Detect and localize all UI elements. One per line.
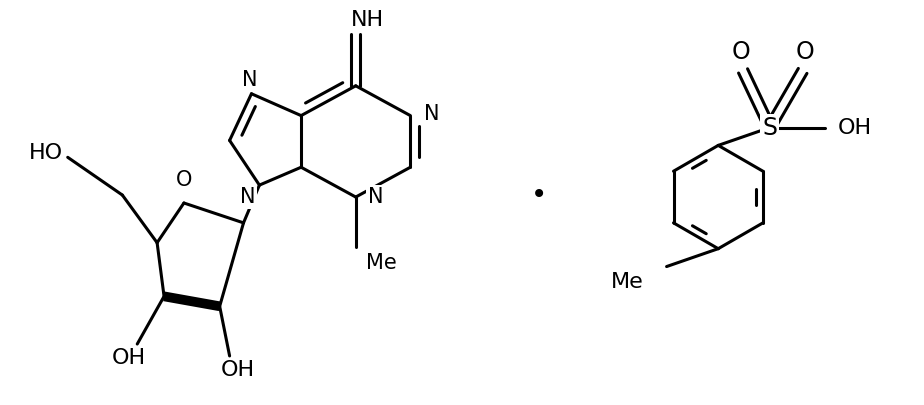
Text: Me: Me	[611, 273, 644, 292]
Text: NH: NH	[351, 10, 384, 30]
Text: OH: OH	[221, 360, 255, 380]
Text: Me: Me	[366, 253, 396, 273]
Text: O: O	[732, 40, 750, 64]
Text: OH: OH	[112, 348, 146, 368]
Text: N: N	[242, 70, 257, 90]
Text: N: N	[424, 104, 440, 124]
Text: •: •	[531, 181, 548, 209]
Text: N: N	[368, 187, 383, 207]
Text: O: O	[176, 170, 192, 190]
Text: HO: HO	[29, 143, 63, 163]
Text: S: S	[762, 115, 777, 139]
Text: O: O	[796, 40, 814, 64]
Text: OH: OH	[837, 117, 871, 138]
Text: N: N	[239, 187, 255, 207]
